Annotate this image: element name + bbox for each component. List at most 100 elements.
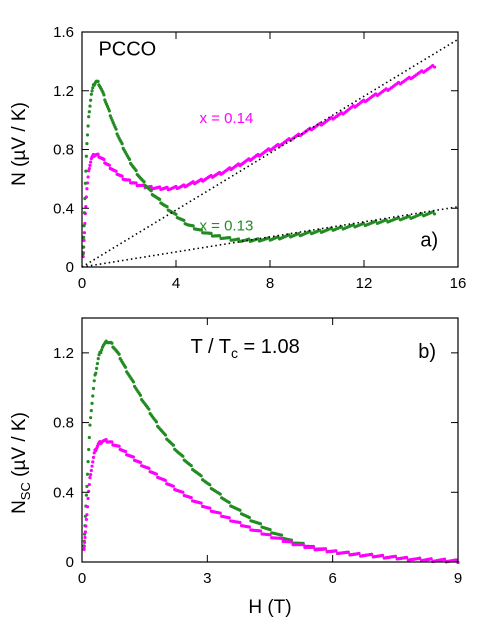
data-point bbox=[199, 474, 203, 478]
data-point bbox=[89, 473, 93, 477]
panel-b-marks bbox=[82, 339, 460, 565]
data-point bbox=[199, 501, 203, 505]
data-point bbox=[82, 238, 86, 242]
data-point bbox=[107, 163, 111, 167]
data-point bbox=[117, 352, 121, 356]
data-point bbox=[181, 490, 185, 494]
data-point bbox=[238, 508, 242, 512]
data-point bbox=[432, 212, 437, 216]
data-point bbox=[138, 460, 143, 464]
data-point bbox=[82, 547, 86, 551]
data-point bbox=[189, 464, 193, 468]
data-point bbox=[84, 493, 88, 497]
data-point bbox=[311, 545, 315, 549]
x-tick-label: 4 bbox=[172, 275, 180, 292]
data-point bbox=[189, 496, 193, 500]
data-point bbox=[120, 142, 124, 146]
data-point bbox=[149, 189, 153, 193]
data-point bbox=[238, 520, 242, 525]
data-point bbox=[217, 234, 222, 238]
data-point bbox=[127, 157, 132, 162]
data-point bbox=[208, 483, 212, 487]
data-point bbox=[114, 169, 118, 173]
data-point bbox=[147, 407, 151, 411]
data-point bbox=[84, 205, 88, 209]
y-tick-label: 0.4 bbox=[53, 200, 74, 217]
panel-b-y-axis-label: NSC (µV / K) bbox=[9, 412, 33, 514]
data-point bbox=[418, 556, 422, 560]
panel-b-annotation-label: b) bbox=[418, 341, 436, 363]
x-tick-label: 9 bbox=[454, 570, 462, 587]
data-point bbox=[86, 175, 90, 179]
series-label-x014: x = 0.14 bbox=[200, 110, 254, 127]
data-point bbox=[85, 133, 90, 137]
data-point bbox=[258, 522, 263, 526]
panel-b-annotation-ratio-main: T / T bbox=[191, 336, 231, 358]
data-point bbox=[91, 86, 95, 90]
data-point bbox=[90, 89, 94, 93]
data-point bbox=[123, 365, 128, 369]
data-point bbox=[96, 152, 100, 156]
data-point bbox=[163, 478, 168, 483]
data-point bbox=[110, 440, 114, 444]
data-point bbox=[131, 380, 136, 384]
data-point bbox=[86, 460, 90, 464]
data-point bbox=[88, 476, 92, 480]
panel-b-x-axis-label: H (T) bbox=[248, 597, 291, 618]
data-point bbox=[85, 484, 89, 489]
data-point bbox=[83, 535, 87, 540]
data-point bbox=[82, 211, 87, 215]
data-point bbox=[102, 157, 106, 162]
panel-a-marks bbox=[81, 38, 459, 268]
data-point bbox=[149, 184, 153, 189]
data-point bbox=[89, 92, 93, 96]
data-point bbox=[134, 168, 138, 173]
panel-a-ticks: 0 4 8 12 16 0 0.4 0.8 1.2 1.6 bbox=[53, 24, 466, 292]
data-point bbox=[154, 420, 159, 424]
data-point bbox=[127, 178, 132, 182]
data-point bbox=[218, 511, 222, 515]
data-point bbox=[334, 549, 338, 553]
panel-a-annotation-label: a) bbox=[420, 229, 438, 251]
data-point bbox=[268, 527, 272, 532]
data-point bbox=[87, 435, 91, 440]
x-tick-label: 0 bbox=[78, 275, 86, 292]
x-tick-label: 12 bbox=[356, 275, 373, 292]
data-point bbox=[174, 212, 178, 216]
x-tick-label: 16 bbox=[450, 275, 467, 292]
data-point bbox=[158, 197, 162, 201]
data-point bbox=[163, 433, 168, 437]
series-1 bbox=[82, 437, 460, 565]
data-point bbox=[199, 228, 203, 232]
panel-b-frame bbox=[81, 317, 459, 563]
data-point bbox=[85, 505, 90, 509]
panel-b-y-axis-label-main: N bbox=[9, 500, 30, 514]
data-point bbox=[258, 529, 263, 533]
series-1 bbox=[81, 79, 437, 256]
data-point bbox=[102, 93, 106, 97]
data-point bbox=[90, 464, 94, 468]
data-point bbox=[95, 366, 99, 371]
data-point bbox=[107, 109, 111, 113]
data-point bbox=[85, 141, 89, 146]
data-point bbox=[404, 555, 409, 560]
data-point bbox=[429, 557, 433, 561]
data-point bbox=[88, 423, 92, 427]
y-tick-label: 0.8 bbox=[53, 142, 74, 159]
data-point bbox=[268, 533, 272, 537]
data-point bbox=[90, 401, 94, 405]
data-point bbox=[181, 454, 185, 458]
y-tick-label: 1.2 bbox=[53, 345, 74, 362]
panel-b-annotation-ratio: T / Tc = 1.08 bbox=[191, 336, 300, 361]
data-point bbox=[289, 540, 294, 544]
panel-b-ticks: 0 3 6 9 0 0.4 0.8 1.2 bbox=[53, 318, 462, 587]
data-point bbox=[94, 371, 98, 375]
data-point bbox=[86, 124, 90, 128]
reference-line bbox=[81, 205, 459, 268]
panel-b-annotation-ratio-sub: c bbox=[231, 345, 238, 361]
data-point bbox=[279, 533, 284, 537]
data-point bbox=[346, 550, 350, 554]
series-0 bbox=[81, 64, 437, 259]
data-point bbox=[147, 466, 151, 470]
data-point bbox=[218, 492, 222, 496]
